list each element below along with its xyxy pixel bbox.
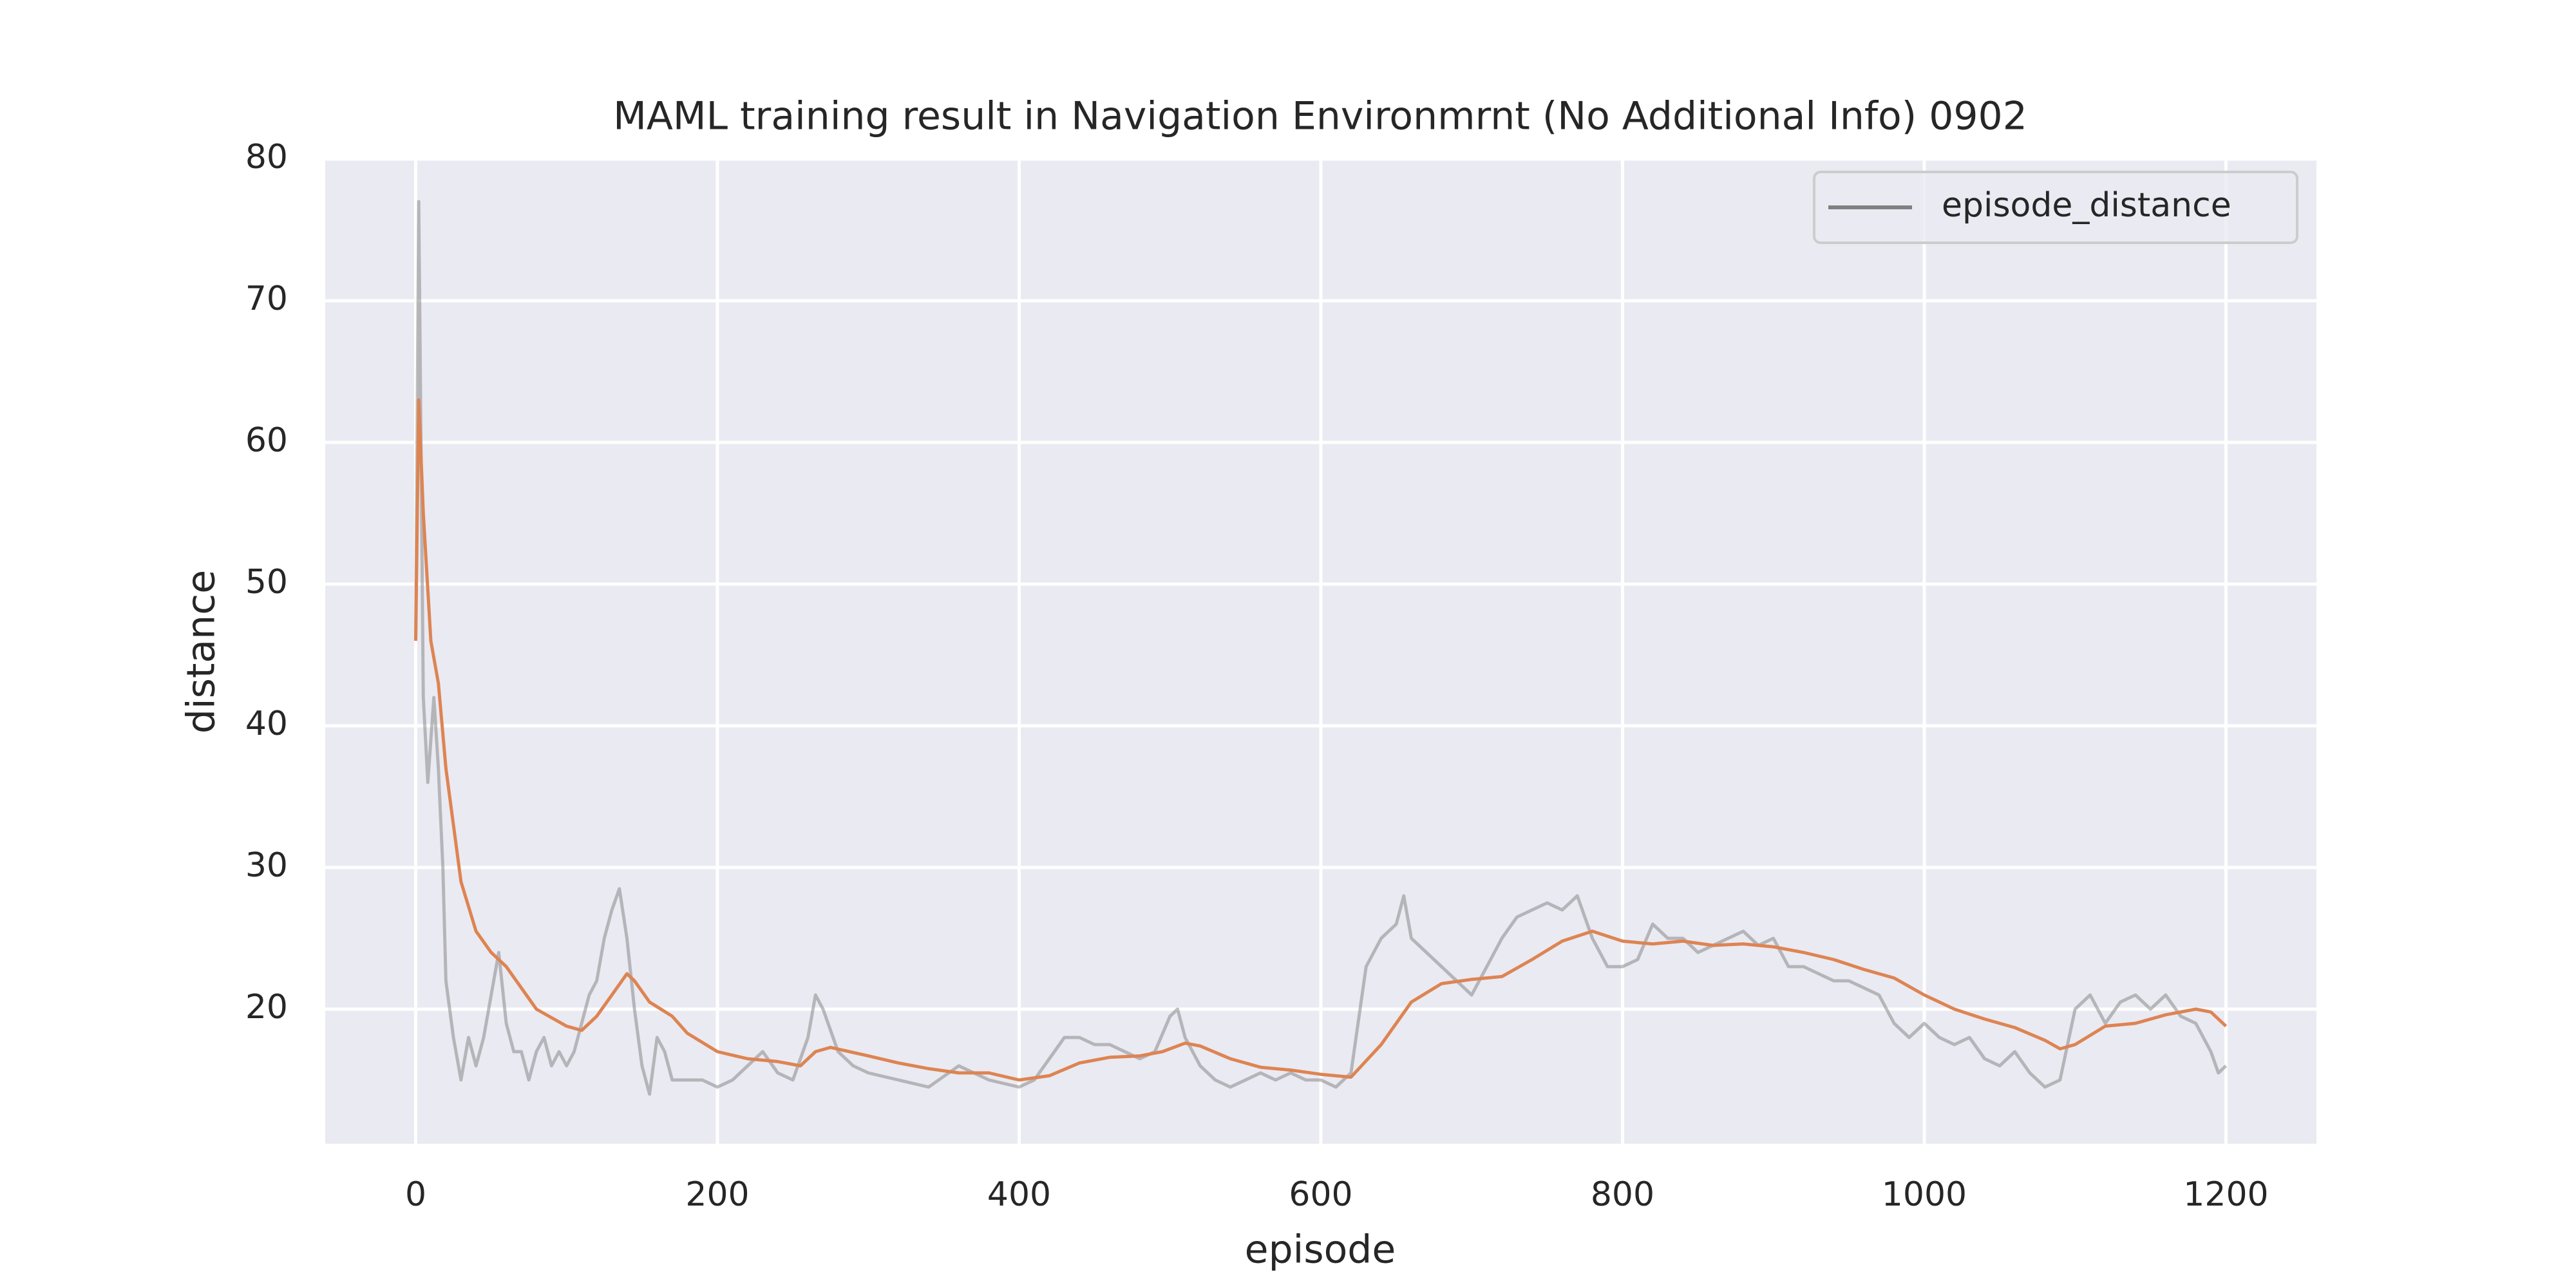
- chart-title: MAML training result in Navigation Envir…: [613, 94, 2027, 139]
- y-tick-label: 80: [245, 138, 288, 176]
- x-tick-label: 600: [1289, 1175, 1352, 1214]
- legend-box: [1813, 171, 2298, 244]
- y-tick-label: 30: [245, 846, 288, 885]
- x-axis-label: episode: [1245, 1227, 1396, 1273]
- line-series: [414, 200, 2228, 1096]
- y-tick-label: 50: [245, 563, 288, 601]
- y-tick-label: 40: [245, 705, 288, 743]
- line-series: [414, 398, 2228, 1082]
- y-axis-label: distance: [179, 570, 224, 734]
- y-tick-label: 60: [245, 421, 288, 460]
- y-tick-label: 70: [245, 279, 288, 318]
- x-tick-label: 400: [987, 1175, 1051, 1214]
- x-tick-label: 1000: [1882, 1175, 1967, 1214]
- x-tick-label: 200: [685, 1175, 749, 1214]
- x-tick-label: 0: [405, 1175, 426, 1214]
- x-tick-label: 800: [1591, 1175, 1654, 1214]
- legend-label: episode_distance: [1942, 186, 2231, 225]
- y-tick-label: 20: [245, 988, 288, 1027]
- x-tick-label: 1200: [2183, 1175, 2268, 1214]
